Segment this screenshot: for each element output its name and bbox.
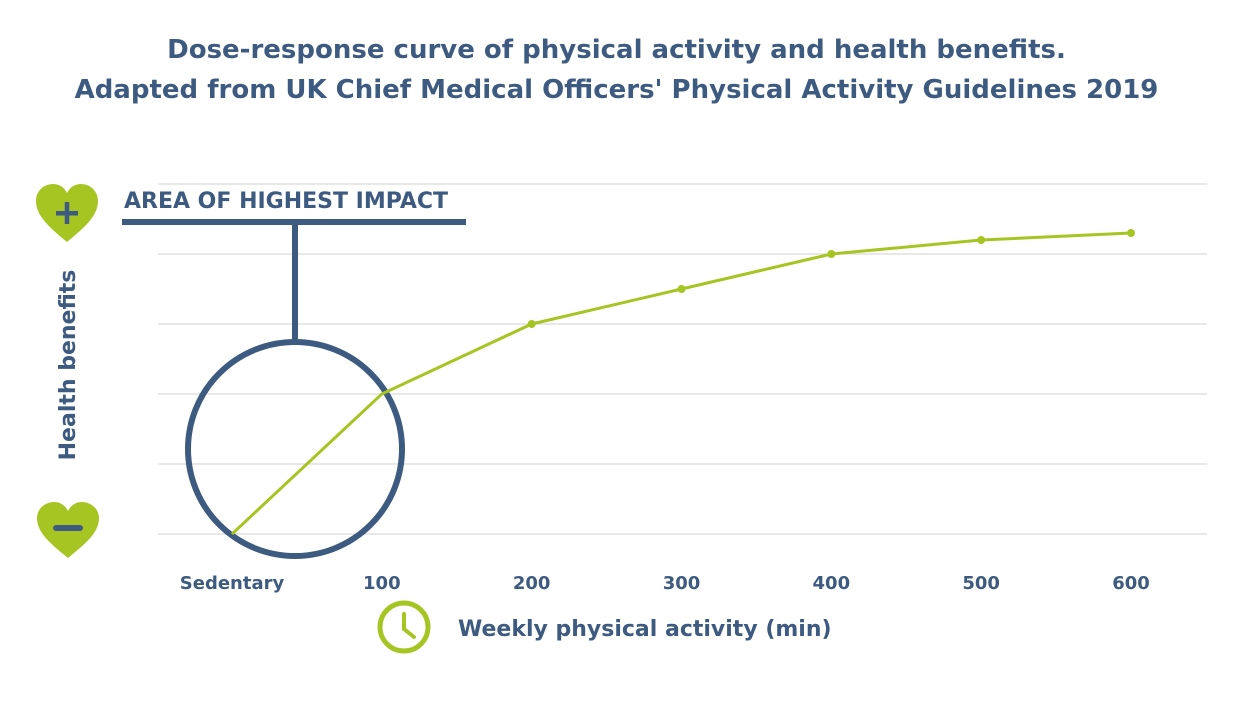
- x-tick-label: Sedentary: [180, 573, 285, 594]
- chart-subtitle: Adapted from UK Chief Medical Officers' …: [74, 75, 1159, 105]
- x-tick-label: 600: [1112, 573, 1150, 594]
- heart-plus-icon: [36, 184, 98, 242]
- x-axis-label: Weekly physical activity (min): [458, 617, 832, 642]
- series: [230, 229, 1135, 536]
- data-point: [977, 236, 986, 244]
- data-point: [527, 320, 536, 328]
- data-point: [677, 285, 686, 293]
- x-tick-label: 300: [663, 573, 701, 594]
- x-tick-label: 500: [962, 573, 1000, 594]
- grid: [158, 183, 1207, 535]
- y-axis-label: Health benefits: [56, 270, 81, 461]
- chart-title-block: Dose-response curve of physical activity…: [0, 30, 1233, 110]
- x-tick-label: 100: [363, 573, 401, 594]
- data-point: [827, 250, 836, 258]
- x-tick-label: 200: [513, 573, 551, 594]
- x-axis-ticks: Sedentary 100 200 300 400 500 600: [180, 573, 1150, 594]
- chart-title: Dose-response curve of physical activity…: [167, 35, 1066, 65]
- highest-impact-annotation: AREA OF HIGHEST IMPACT: [122, 189, 466, 559]
- heart-minus-icon: [37, 502, 99, 558]
- annotation-label: AREA OF HIGHEST IMPACT: [124, 189, 448, 214]
- clock-icon: [377, 600, 431, 654]
- x-tick-label: 400: [813, 573, 851, 594]
- highlight-circle: [185, 339, 405, 559]
- series-line: [230, 231, 1132, 536]
- data-point: [1127, 229, 1135, 237]
